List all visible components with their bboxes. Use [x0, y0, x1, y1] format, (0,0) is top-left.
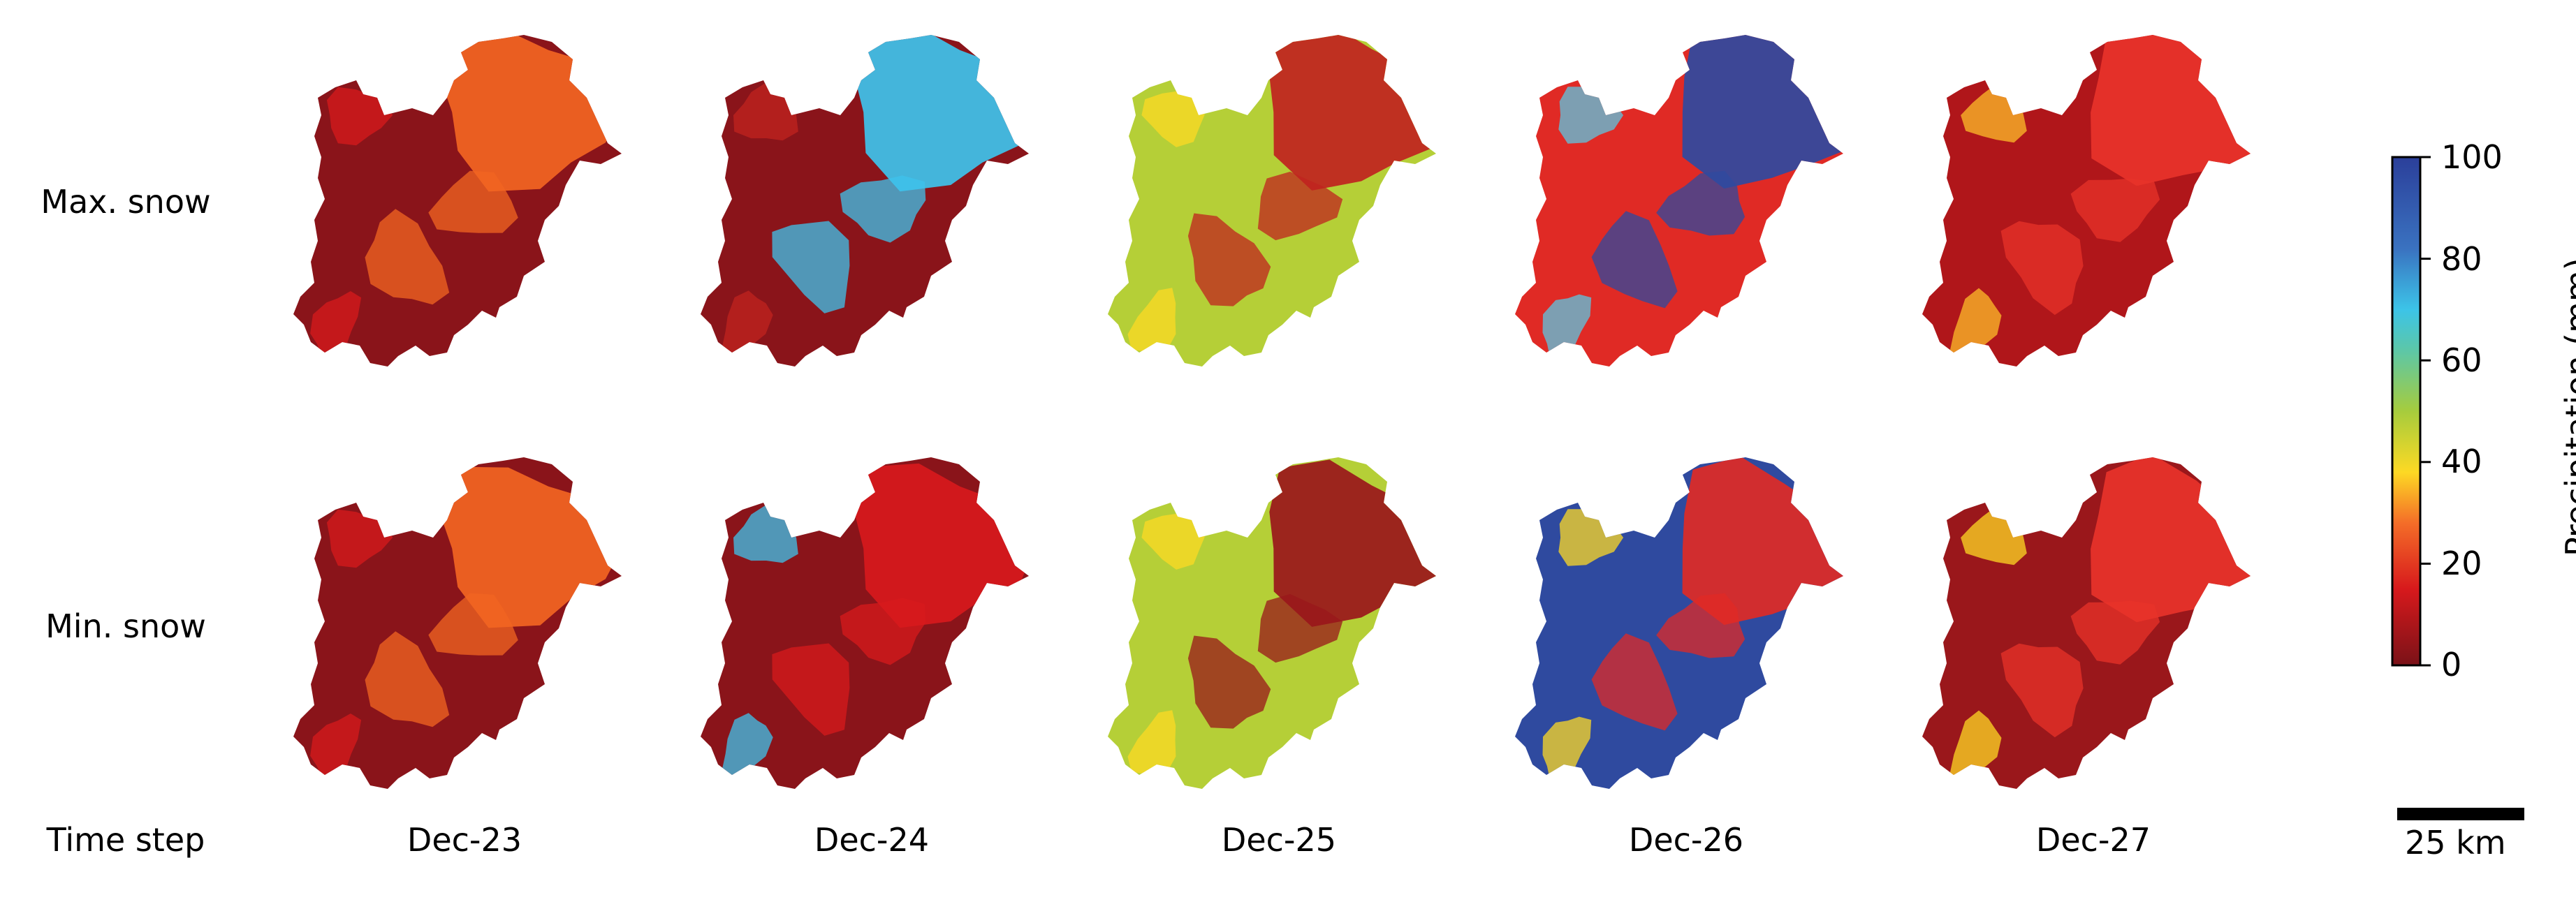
- precip-patch: [1269, 35, 1436, 191]
- col-label-dec-23: Dec-23: [407, 821, 522, 859]
- colorbar-tick-0: 0: [2441, 646, 2462, 683]
- precip-patch: [1187, 213, 1271, 306]
- precip-patch: [1257, 593, 1343, 663]
- col-label-dec-25: Dec-25: [1221, 821, 1337, 859]
- precip-patch: [428, 170, 518, 233]
- precip-patch: [2070, 600, 2160, 665]
- precip-patch: [1949, 288, 2002, 360]
- scale-bar-label: 25 km: [2405, 824, 2506, 862]
- precip-patch: [1187, 635, 1271, 729]
- row-label-min-snow: Min. snow: [45, 607, 206, 645]
- precip-patch: [722, 713, 773, 784]
- map-panel-min-4: [1922, 457, 2251, 789]
- row-label-time-step: Time step: [46, 821, 205, 859]
- precip-patch: [840, 175, 926, 243]
- scale-bar: [2397, 808, 2524, 820]
- precip-patch: [326, 87, 393, 146]
- precip-patch: [1682, 35, 1843, 189]
- precip-patch: [2091, 457, 2251, 623]
- precip-patch: [2000, 221, 2084, 316]
- precip-patch: [365, 209, 450, 305]
- precip-patch: [326, 509, 393, 568]
- row-label-max-snow: Max. snow: [41, 183, 211, 221]
- precip-patch: [1656, 170, 1746, 236]
- precip-patch: [310, 714, 362, 785]
- map-panel-max-0: [293, 35, 622, 367]
- map-panel-max-1: [701, 35, 1029, 367]
- map-panel-max-4: [1922, 35, 2251, 367]
- colorbar-gradient: [2391, 156, 2422, 667]
- precip-patch: [1141, 510, 1208, 570]
- precip-patch: [1591, 211, 1678, 309]
- col-label-dec-26: Dec-26: [1628, 821, 1744, 859]
- colorbar-tick-100: 100: [2441, 138, 2503, 176]
- precip-patch: [1257, 171, 1343, 241]
- col-label-dec-24: Dec-24: [814, 821, 930, 859]
- colorbar-title: Precipitation (mm): [2559, 258, 2576, 556]
- precip-patch: [1127, 288, 1176, 354]
- precip-patch: [1656, 593, 1746, 658]
- precip-patch: [1949, 710, 2002, 783]
- map-panel-min-0: [293, 457, 622, 789]
- colorbar-tick-60: 60: [2441, 341, 2482, 379]
- precip-patch: [854, 35, 1029, 192]
- col-label-dec-27: Dec-27: [2035, 821, 2151, 859]
- colorbar-tick-40: 40: [2441, 443, 2482, 480]
- precip-patch: [2070, 178, 2160, 242]
- colorbar-tick-80: 80: [2441, 240, 2482, 278]
- precip-patch: [428, 593, 518, 656]
- precip-patch: [1542, 716, 1592, 785]
- map-panel-min-1: [701, 457, 1029, 789]
- precip-patch: [1141, 88, 1208, 147]
- map-panel-max-2: [1108, 35, 1436, 367]
- precip-patch: [840, 598, 926, 665]
- precip-patch: [1591, 633, 1678, 731]
- map-panel-min-3: [1515, 457, 1843, 789]
- precip-patch: [772, 221, 850, 313]
- colorbar-tick-20: 20: [2441, 545, 2482, 582]
- precip-patch: [310, 291, 362, 362]
- precip-patch: [1127, 710, 1176, 776]
- map-panel-max-3: [1515, 35, 1843, 367]
- precip-patch: [1542, 294, 1592, 362]
- precip-patch: [2091, 35, 2251, 186]
- precip-patch: [2000, 643, 2084, 738]
- precip-patch: [772, 643, 850, 736]
- colorbar: [2391, 156, 2431, 667]
- precip-patch: [365, 631, 450, 727]
- precip-patch: [1682, 457, 1843, 626]
- map-panel-min-2: [1108, 457, 1436, 789]
- precip-patch: [722, 290, 773, 362]
